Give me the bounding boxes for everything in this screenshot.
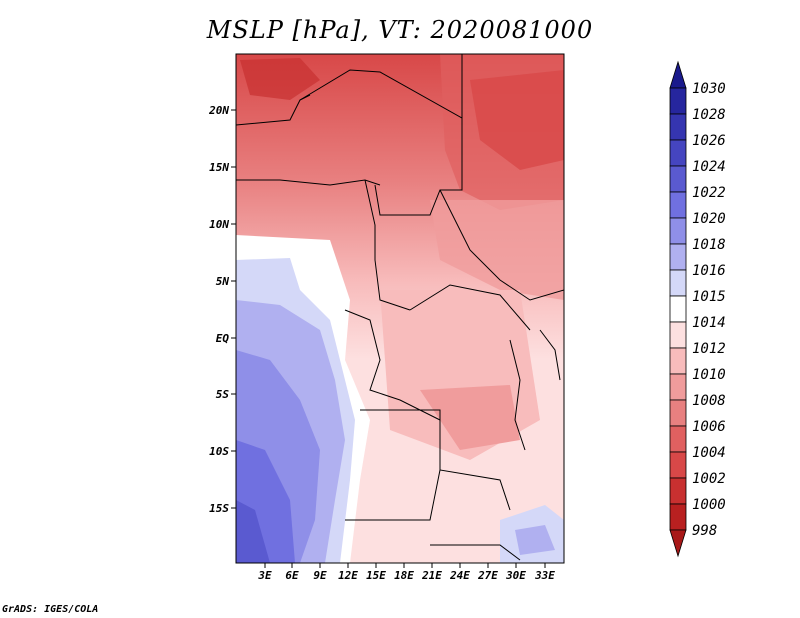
colorbar-label: 1015 [692,289,726,305]
border-line [430,544,521,561]
plot-title: MSLP [hPa], VT: 2020081000 [206,16,594,44]
lat-label-20n: 20N [208,104,229,117]
lon-axis: 3E 6E 9E 12E 15E 18E 21E 24E 27E 30E 33E [257,563,555,582]
lon-label-6e: 6E [285,569,299,582]
lat-label-15n: 15N [209,161,229,174]
lon-label-18e: 18E [394,569,414,582]
lon-label-30e: 30E [505,569,526,582]
ocean-band-1022 [236,500,270,563]
colorbar-swatch [669,165,687,193]
pressure-band-1008-central [420,385,520,450]
colorbar-swatch [669,399,687,427]
colorbar-swatch [669,321,687,349]
lat-axis: 20N 15N 10N 5N EQ 5S 10S 15S [208,104,236,515]
lon-label-9e: 9E [313,569,327,582]
colorbar-swatch [669,191,687,219]
lon-label-3e: 3E [257,569,272,582]
colorbar-label: 1014 [692,315,726,331]
colorbar-swatch [669,425,687,453]
colorbar-label: 1004 [692,445,726,461]
colorbar-label: 1016 [692,263,726,279]
grads-credit: GrADS: IGES/COLA [2,604,99,615]
pressure-field [236,54,564,563]
colorbar-swatch [669,451,687,479]
country-borders [236,54,564,561]
colorbar-swatch [669,477,687,505]
lat-label-10s: 10S [209,445,229,458]
lat-label-eq: EQ [216,332,230,345]
lon-label-12e: 12E [338,569,358,582]
lat-label-15s: 15S [209,502,229,515]
colorbar-label: 1012 [692,341,726,357]
lon-label-15e: 15E [366,569,386,582]
border-line [299,54,463,119]
colorbar-swatch [669,139,687,167]
colorbar-label: 1008 [692,393,726,409]
colorbar-label: 1030 [692,81,726,97]
colorbar-label: 1028 [692,107,726,123]
border-line [409,284,531,331]
lon-label-27e: 27E [477,569,498,582]
lat-label-5n: 5N [216,275,230,288]
colorbar-swatch [669,87,687,115]
border-line [374,118,463,216]
colorbar-swatch [669,503,687,531]
border-line [345,469,441,521]
lat-label-10n: 10N [209,218,229,231]
border-line [344,309,441,421]
colorbar-swatch [669,347,687,375]
colorbar-label: 1026 [692,133,726,149]
lon-label-33e: 33E [534,569,555,582]
lake-outline [539,329,561,381]
border-line [236,179,381,186]
lon-label-21e: 21E [421,569,442,582]
colorbar-label: 1018 [692,237,726,253]
colorbar-cap-top [669,60,687,89]
colorbar-label: 1024 [692,159,726,175]
colorbar-label: 1002 [692,471,726,487]
colorbar-cap-bottom [669,529,687,558]
colorbar-swatch [669,295,687,323]
border-line [439,189,564,301]
colorbar-label: 1000 [692,497,726,513]
pressure-band-1004 [470,70,564,170]
lake-outline [509,339,526,451]
lat-label-5s: 5S [216,388,230,401]
colorbar-label: 1020 [692,211,726,227]
border-line [364,179,411,311]
colorbar-swatch [669,217,687,245]
colorbar-swatch [669,243,687,271]
colorbar: 1030 1028 1026 1024 1022 1020 1018 1016 1015 1014… [669,60,726,558]
colorbar-label: 1022 [692,185,726,201]
colorbar-swatch [669,269,687,297]
pressure-band-1008-east [430,200,564,300]
pressure-band-1002 [240,58,320,100]
colorbar-swatch [669,373,687,401]
se-band-1016 [515,525,555,555]
colorbar-label: 998 [692,523,717,539]
border-line [236,94,311,126]
colorbar-label: 1006 [692,419,726,435]
colorbar-swatch [669,113,687,141]
colorbar-label: 1010 [692,367,726,383]
map-frame [235,53,565,564]
lon-label-24e: 24E [449,569,470,582]
